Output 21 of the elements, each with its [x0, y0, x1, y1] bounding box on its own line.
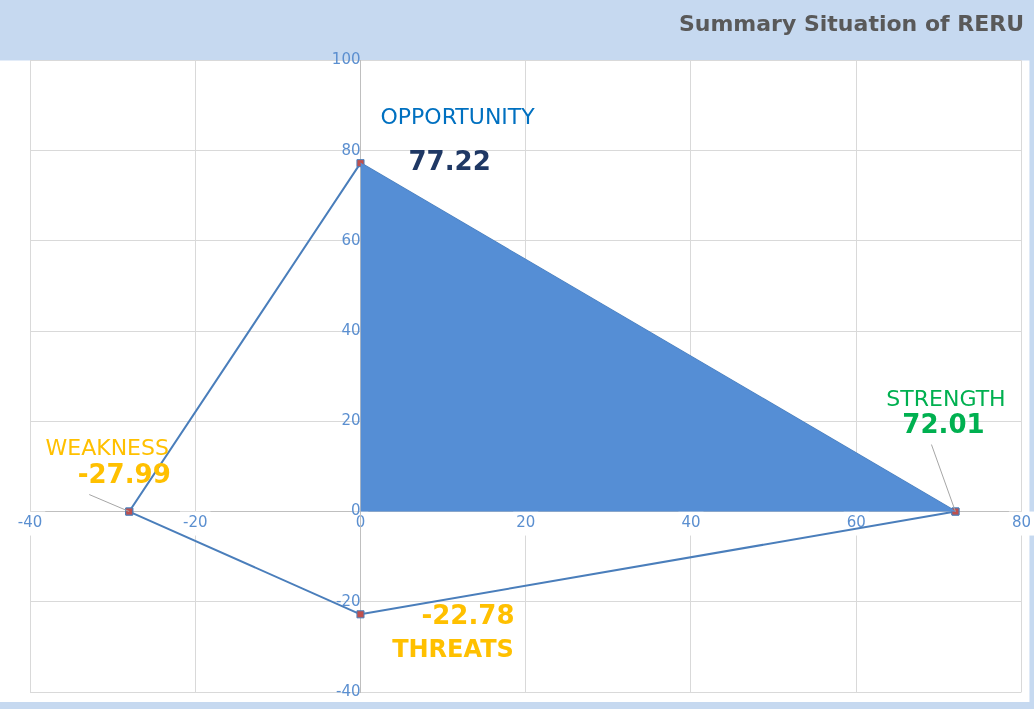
x-tick-label: 20: [516, 513, 536, 532]
annotation: 72.01: [902, 409, 985, 440]
annotation: WEAKNESS: [45, 435, 169, 461]
x-tick-label: 60: [846, 513, 866, 532]
y-tick-label: 60: [341, 230, 361, 249]
x-tick-label: 40: [681, 513, 701, 532]
chart-title: Summary Situation of RERU: [678, 10, 1024, 36]
annotation: OPPORTUNITY: [380, 103, 536, 129]
y-tick-label: -20: [335, 591, 361, 610]
y-tick-label: 100: [331, 50, 361, 69]
annotation: STRENGTH: [886, 385, 1006, 411]
y-tick-label: 20: [341, 411, 361, 430]
x-tick-label: 80: [1011, 513, 1031, 532]
annotation: THREATS: [392, 635, 514, 664]
y-tick-label: -40: [335, 681, 361, 700]
y-tick-label: 80: [341, 140, 361, 159]
x-tick-label: -40: [17, 513, 43, 532]
annotation: 77.22: [408, 145, 491, 176]
annotation: -22.78: [421, 599, 515, 630]
y-tick-label: 40: [341, 320, 361, 339]
x-tick-label: -20: [182, 513, 208, 532]
